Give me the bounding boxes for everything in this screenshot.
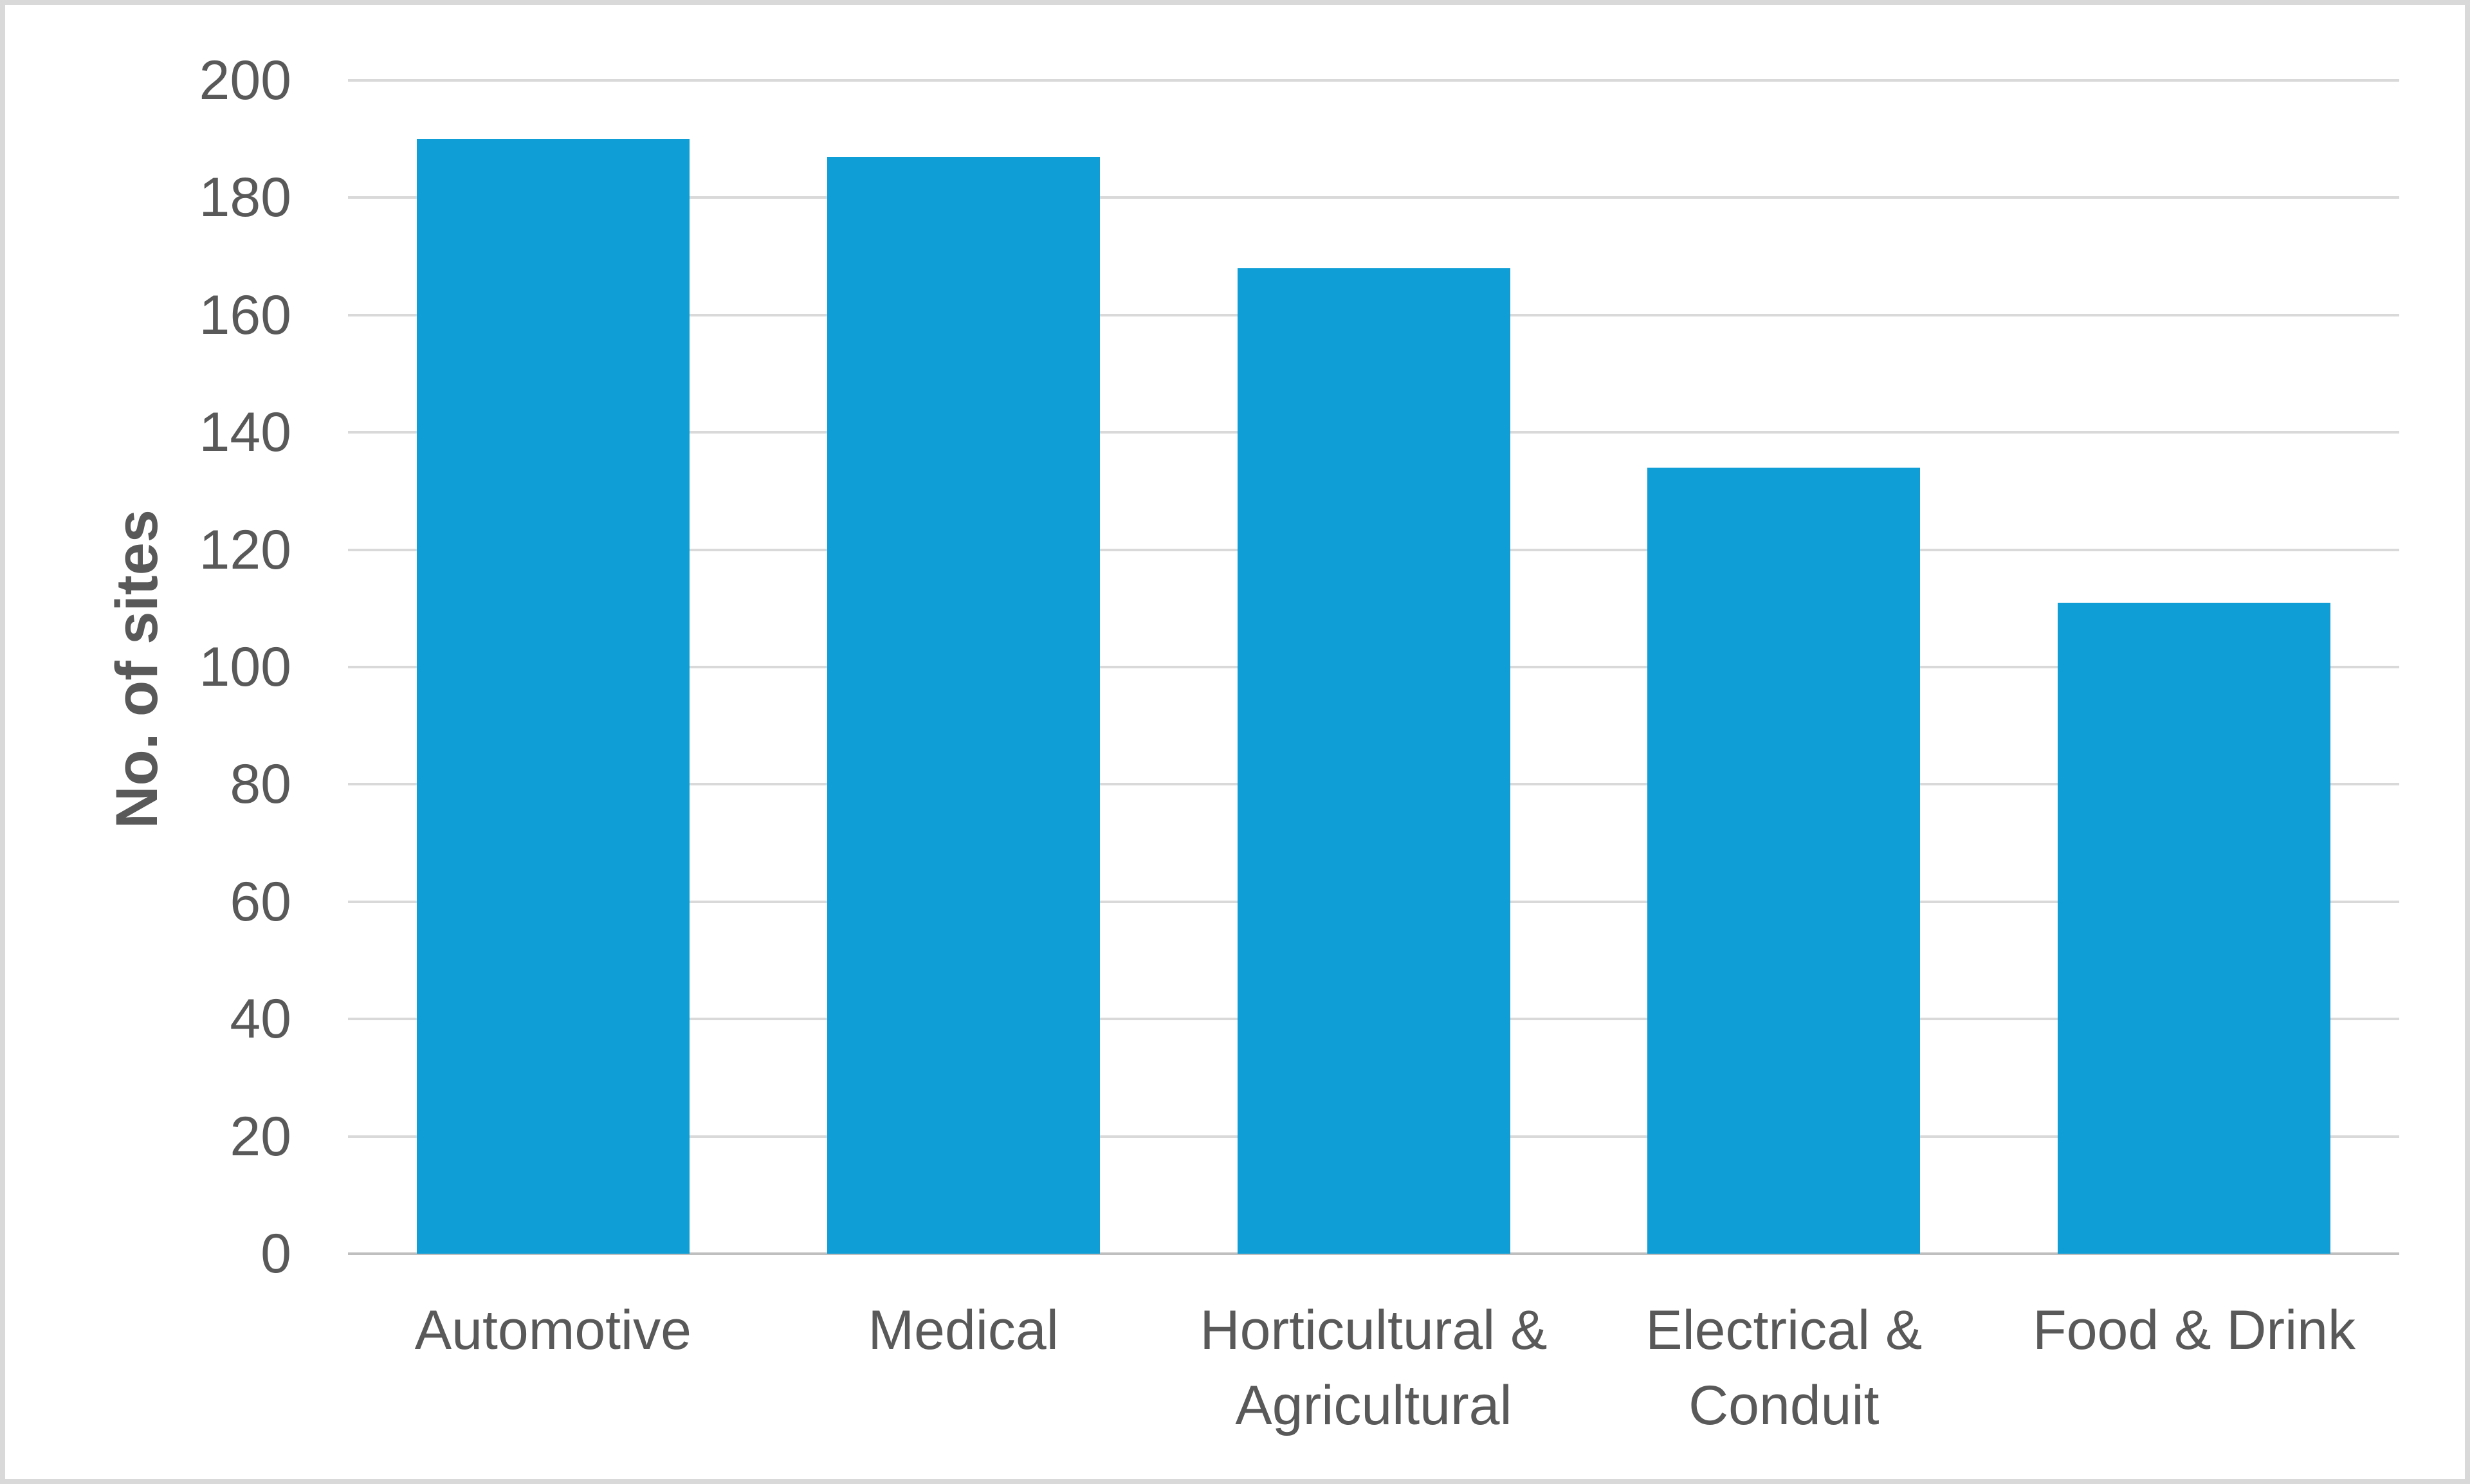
bar-automotive <box>416 139 690 1254</box>
x-category-label-automotive: Automotive <box>414 1299 691 1361</box>
y-tick-label-40: 40 <box>230 988 291 1050</box>
x-category-label-food-drink: Food & Drink <box>2033 1299 2356 1361</box>
y-tick-label-80: 80 <box>230 753 291 816</box>
y-tick-label-160: 160 <box>199 284 292 346</box>
x-category-label-electrical-conduit: Electrical & Conduit <box>1645 1299 1923 1436</box>
y-tick-label-200: 200 <box>199 50 292 111</box>
y-tick-label-140: 140 <box>199 401 292 464</box>
y-tick-label-20: 20 <box>230 1105 291 1168</box>
bar-horticultural-agricultural <box>1237 268 1510 1254</box>
x-category-label-horticultural-agricultural: Horticultural & Agricultural <box>1200 1299 1548 1436</box>
y-tick-label-60: 60 <box>230 870 291 933</box>
gridline-200 <box>348 79 2399 82</box>
bar-electrical-conduit <box>1647 467 1921 1254</box>
x-axis-line <box>348 1252 2399 1255</box>
gridline-180 <box>348 196 2399 199</box>
plot-area <box>348 79 2399 1255</box>
y-tick-label-0: 0 <box>261 1223 291 1285</box>
y-tick-label-180: 180 <box>199 167 292 229</box>
y-tick-label-120: 120 <box>199 518 292 581</box>
y-tick-label-100: 100 <box>199 636 292 698</box>
bar-food-drink <box>2058 602 2331 1254</box>
bar-medical <box>827 156 1100 1254</box>
x-category-label-medical: Medical <box>868 1299 1059 1361</box>
